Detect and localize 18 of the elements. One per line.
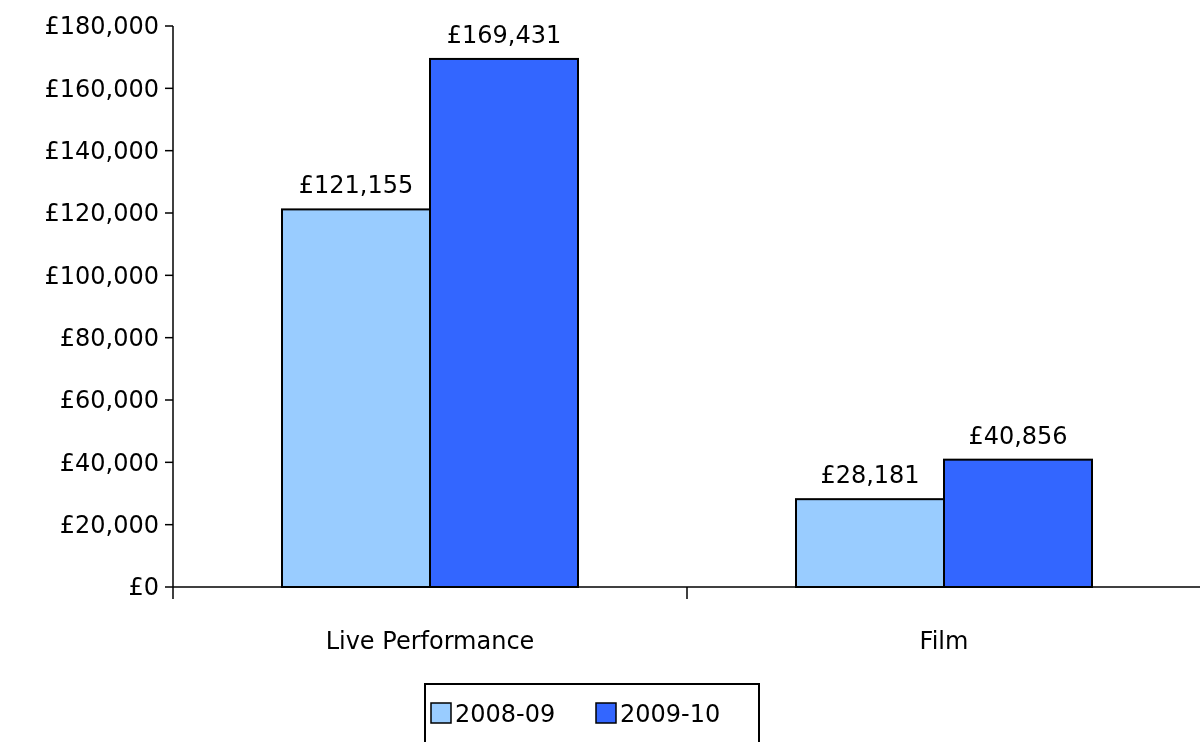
legend-label: 2008-09 xyxy=(455,700,556,728)
y-tick-label: £60,000 xyxy=(59,386,159,415)
data-label: £40,856 xyxy=(968,421,1068,450)
y-tick-label: £40,000 xyxy=(59,448,159,477)
legend-label: 2009-10 xyxy=(620,700,721,728)
x-tick-label: Film xyxy=(919,627,969,655)
x-tick-label: Live Performance xyxy=(325,627,535,655)
y-tick-label: £140,000 xyxy=(44,137,159,166)
y-tick-label: £0 xyxy=(128,573,159,602)
y-tick-label: £120,000 xyxy=(44,199,159,228)
y-tick-label: £180,000 xyxy=(44,12,159,41)
y-tick-label: £160,000 xyxy=(44,74,159,103)
data-label: £121,155 xyxy=(298,171,414,200)
data-label: £169,431 xyxy=(446,20,562,49)
y-tick-label: £20,000 xyxy=(59,511,159,540)
y-tick-label: £80,000 xyxy=(59,324,159,353)
data-label: £28,181 xyxy=(820,461,920,490)
y-tick-label: £100,000 xyxy=(44,261,159,290)
